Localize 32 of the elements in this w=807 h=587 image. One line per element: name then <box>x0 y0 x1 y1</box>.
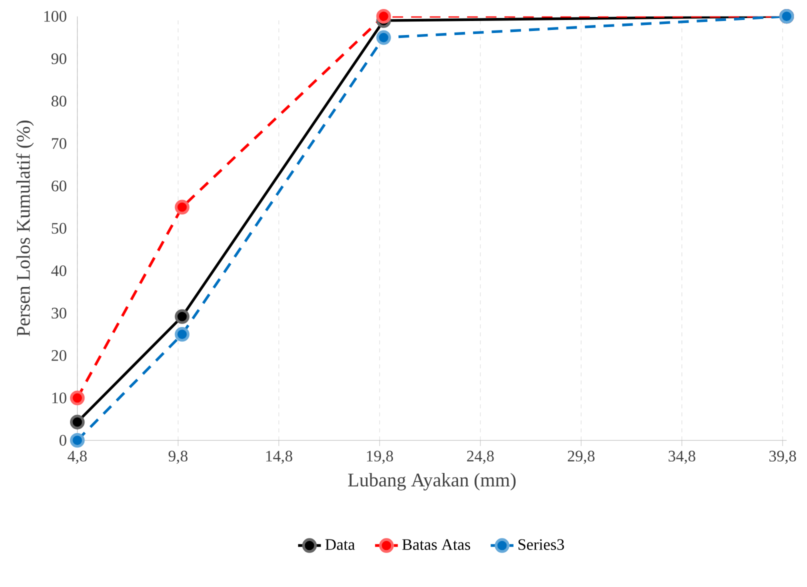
y-tick-label: 100 <box>44 10 66 22</box>
x-tick-label: 14,8 <box>266 450 292 464</box>
point <box>174 200 190 214</box>
x-tick-label: 9,8 <box>168 450 188 464</box>
point <box>174 309 190 324</box>
x-tick-label: 29,8 <box>568 450 595 464</box>
y-tick-label: 40 <box>51 265 66 276</box>
legend-label: Data <box>325 539 355 550</box>
y-tick-label: 90 <box>51 53 66 64</box>
legend-label: Series3 <box>518 539 564 550</box>
x-tick-label: 39,8 <box>769 450 796 464</box>
point <box>376 9 391 24</box>
x-tick-label: 24,8 <box>467 450 494 464</box>
y-tick-label: 0 <box>60 434 66 446</box>
y-tick-label: 70 <box>52 138 66 149</box>
y-tick-label: 10 <box>52 392 66 404</box>
x-axis-title: Lubang Ayakan (mm) <box>348 472 516 490</box>
x-tick-label: 34,8 <box>668 450 696 464</box>
y-tick-label: 30 <box>52 308 66 319</box>
y-axis-title: Persen Lolos Kumulatif (%) <box>16 120 34 336</box>
point <box>376 30 391 45</box>
legend-label: Batas Atas <box>402 539 470 550</box>
y-tick-label: 80 <box>52 96 66 107</box>
x-tick-label: 19,8 <box>367 450 393 464</box>
point <box>70 433 85 448</box>
y-tick-label: 20 <box>52 350 66 361</box>
y-tick-label: 60 <box>52 180 66 192</box>
point <box>70 414 85 430</box>
y-tick-label: 50 <box>52 222 66 234</box>
point <box>70 390 85 406</box>
x-tick-label: 4,8 <box>68 450 87 464</box>
point <box>174 326 190 342</box>
